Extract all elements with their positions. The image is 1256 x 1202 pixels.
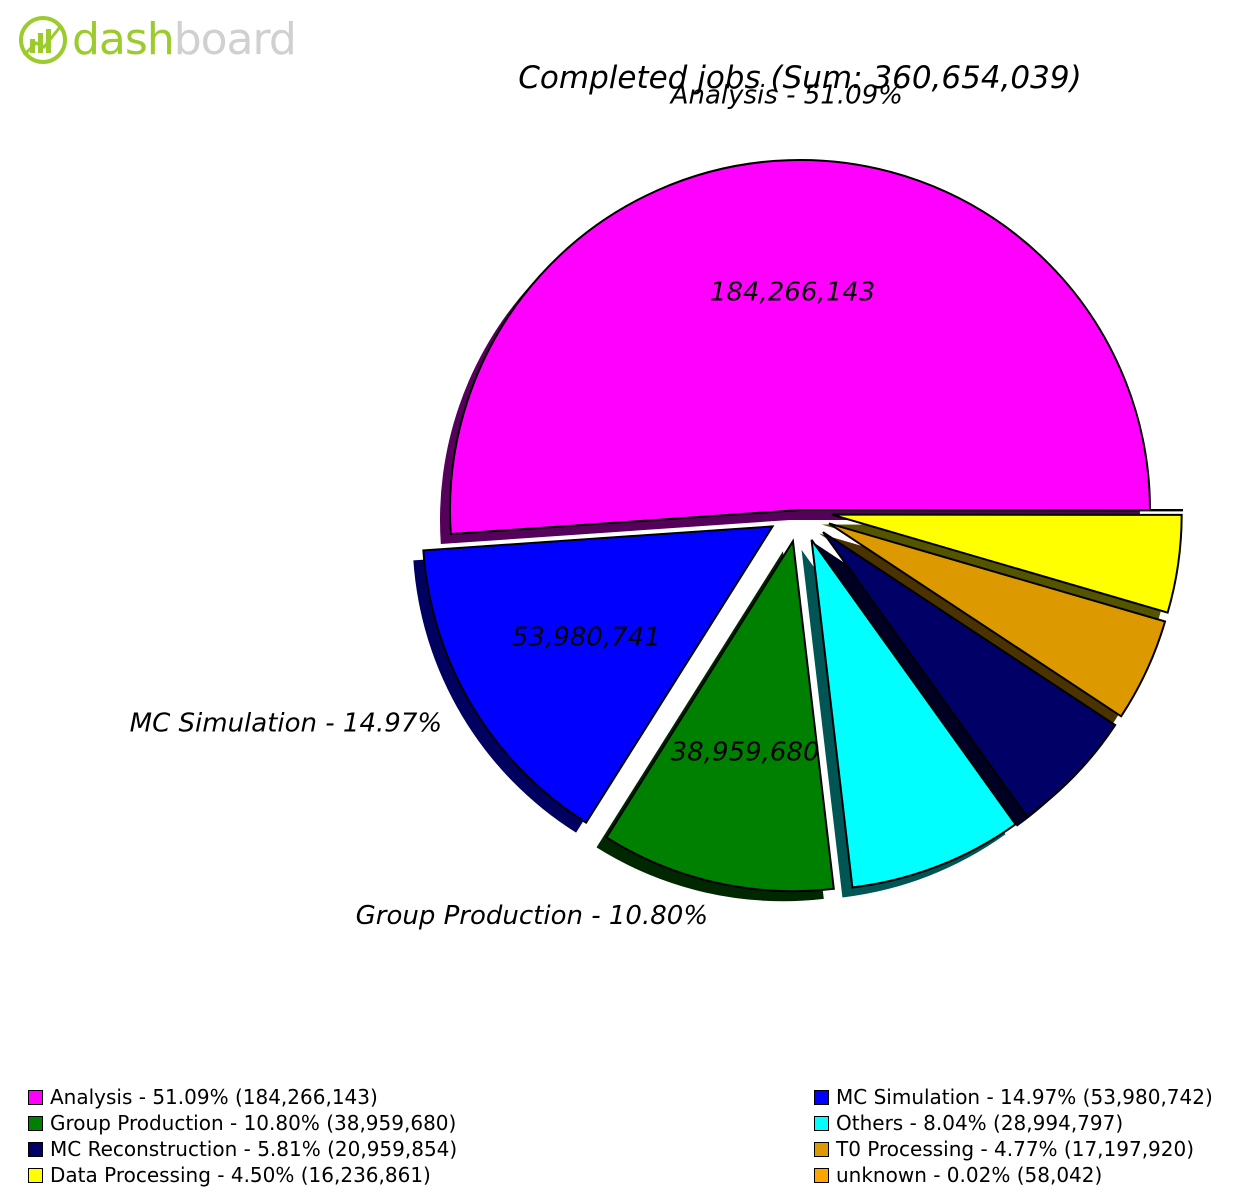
legend-swatch-others — [814, 1115, 829, 1131]
legend-item-analysis: Analysis - 51.09% (184,266,143) — [28, 1084, 457, 1110]
slice-t0-processing — [828, 522, 1167, 718]
slice-value-label-mc-simulation: 53,980,741 — [512, 622, 661, 652]
legend-item-mc-reconstruction: MC Reconstruction - 5.81% (20,959,854) — [28, 1136, 457, 1162]
slice-analysis — [449, 159, 1152, 536]
slices — [422, 159, 1184, 893]
legend-label-mc-reconstruction: MC Reconstruction - 5.81% (20,959,854) — [50, 1137, 458, 1161]
logo-text-board: board — [173, 14, 297, 65]
slice-group-production — [605, 538, 835, 893]
legend-right-column: MC Simulation - 14.97% (53,980,742) Other… — [814, 1084, 1213, 1188]
legend-label-t0-processing: T0 Processing - 4.77% (17,197,920) — [836, 1137, 1195, 1161]
legend-item-t0-processing: T0 Processing - 4.77% (17,197,920) — [814, 1136, 1213, 1162]
slice-outer-label-mc-simulation: MC Simulation - 14.97% — [130, 708, 442, 738]
slice-labels: 184,266,143 Analysis - 51.09% 53,980,741 MC… — [130, 81, 903, 932]
legend-left-column: Analysis - 51.09% (184,266,143) Group Pro… — [28, 1084, 457, 1188]
legend-swatch-group-production — [28, 1115, 43, 1131]
legend-swatch-data-processing — [28, 1167, 43, 1183]
chart-title: Completed jobs (Sum: 360,654,039) — [518, 60, 1082, 96]
dashboard-logo-text: dashboard — [72, 18, 297, 62]
slice-outer-label-analysis: Analysis - 51.09% — [669, 81, 903, 111]
legend-item-others: Others - 8.04% (28,994,797) — [814, 1110, 1213, 1136]
slice-value-label-analysis: 184,266,143 — [710, 278, 875, 308]
legend-label-group-production: Group Production - 10.80% (38,959,680) — [50, 1111, 457, 1135]
slice-mc-reconstruction — [822, 531, 1117, 819]
slice-outer-label-group-production: Group Production - 10.80% — [356, 901, 708, 931]
legend-label-data-processing: Data Processing - 4.50% (16,236,861) — [50, 1163, 431, 1187]
slice-mc-simulation — [422, 525, 775, 825]
slice-others — [810, 539, 1017, 889]
legend-swatch-t0-processing — [814, 1141, 829, 1157]
legend-swatch-mc-simulation — [814, 1089, 829, 1105]
legend-label-analysis: Analysis - 51.09% (184,266,143) — [50, 1085, 378, 1109]
slice-value-label-group-production: 38,959,680 — [671, 737, 820, 767]
legend-label-others: Others - 8.04% (28,994,797) — [836, 1111, 1124, 1135]
legend-swatch-unknown — [814, 1167, 829, 1183]
dashboard-logo: dashboard — [16, 12, 297, 68]
legend-swatch-mc-reconstruction — [28, 1141, 43, 1157]
legend-label-unknown: unknown - 0.02% (58,042) — [836, 1163, 1103, 1187]
legend-label-mc-simulation: MC Simulation - 14.97% (53,980,742) — [836, 1085, 1213, 1109]
dashboard-logo-icon — [19, 16, 67, 64]
logo-text-dash: dash — [72, 14, 175, 65]
legend-item-mc-simulation: MC Simulation - 14.97% (53,980,742) — [814, 1084, 1213, 1110]
slice-data-processing — [831, 513, 1183, 614]
legend-item-unknown: unknown - 0.02% (58,042) — [814, 1162, 1213, 1188]
legend-item-group-production: Group Production - 10.80% (38,959,680) — [28, 1110, 457, 1136]
legend-item-data-processing: Data Processing - 4.50% (16,236,861) — [28, 1162, 457, 1188]
legend-swatch-analysis — [28, 1089, 43, 1105]
pie-chart: 184,266,143 Analysis - 51.09% 53,980,741 MC… — [130, 81, 1184, 932]
